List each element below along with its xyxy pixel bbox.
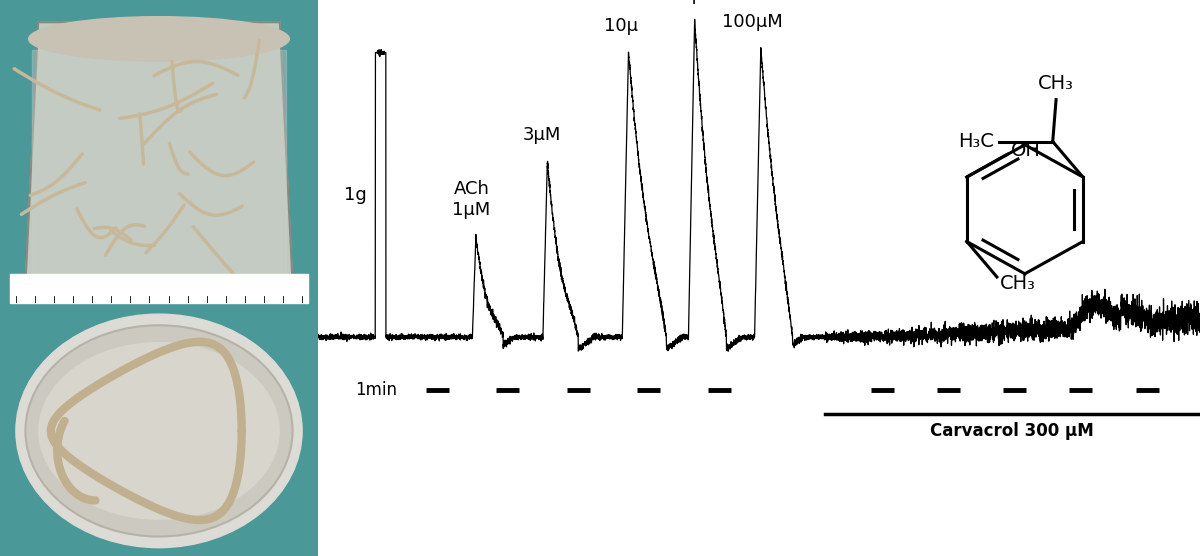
Text: H₃C: H₃C	[958, 132, 994, 151]
Text: 1g: 1g	[343, 186, 366, 204]
Bar	[10, 274, 308, 303]
Ellipse shape	[38, 342, 280, 520]
Bar	[10, 274, 308, 303]
Text: 10μ: 10μ	[605, 17, 638, 35]
Text: CH₃: CH₃	[1001, 274, 1036, 293]
Bar	[32, 50, 287, 284]
Text: 1min: 1min	[355, 381, 397, 399]
Text: 30μ: 30μ	[670, 0, 703, 4]
Text: OH: OH	[1012, 141, 1040, 160]
Text: 3μM: 3μM	[523, 126, 562, 145]
Polygon shape	[25, 22, 293, 284]
Ellipse shape	[16, 314, 302, 548]
Text: 100μM: 100μM	[721, 13, 782, 31]
Text: ACh
1μM: ACh 1μM	[452, 180, 491, 219]
Ellipse shape	[29, 17, 289, 61]
Ellipse shape	[25, 325, 293, 537]
Text: Carvacrol 300 μM: Carvacrol 300 μM	[930, 421, 1093, 440]
Text: CH₃: CH₃	[1038, 74, 1074, 93]
